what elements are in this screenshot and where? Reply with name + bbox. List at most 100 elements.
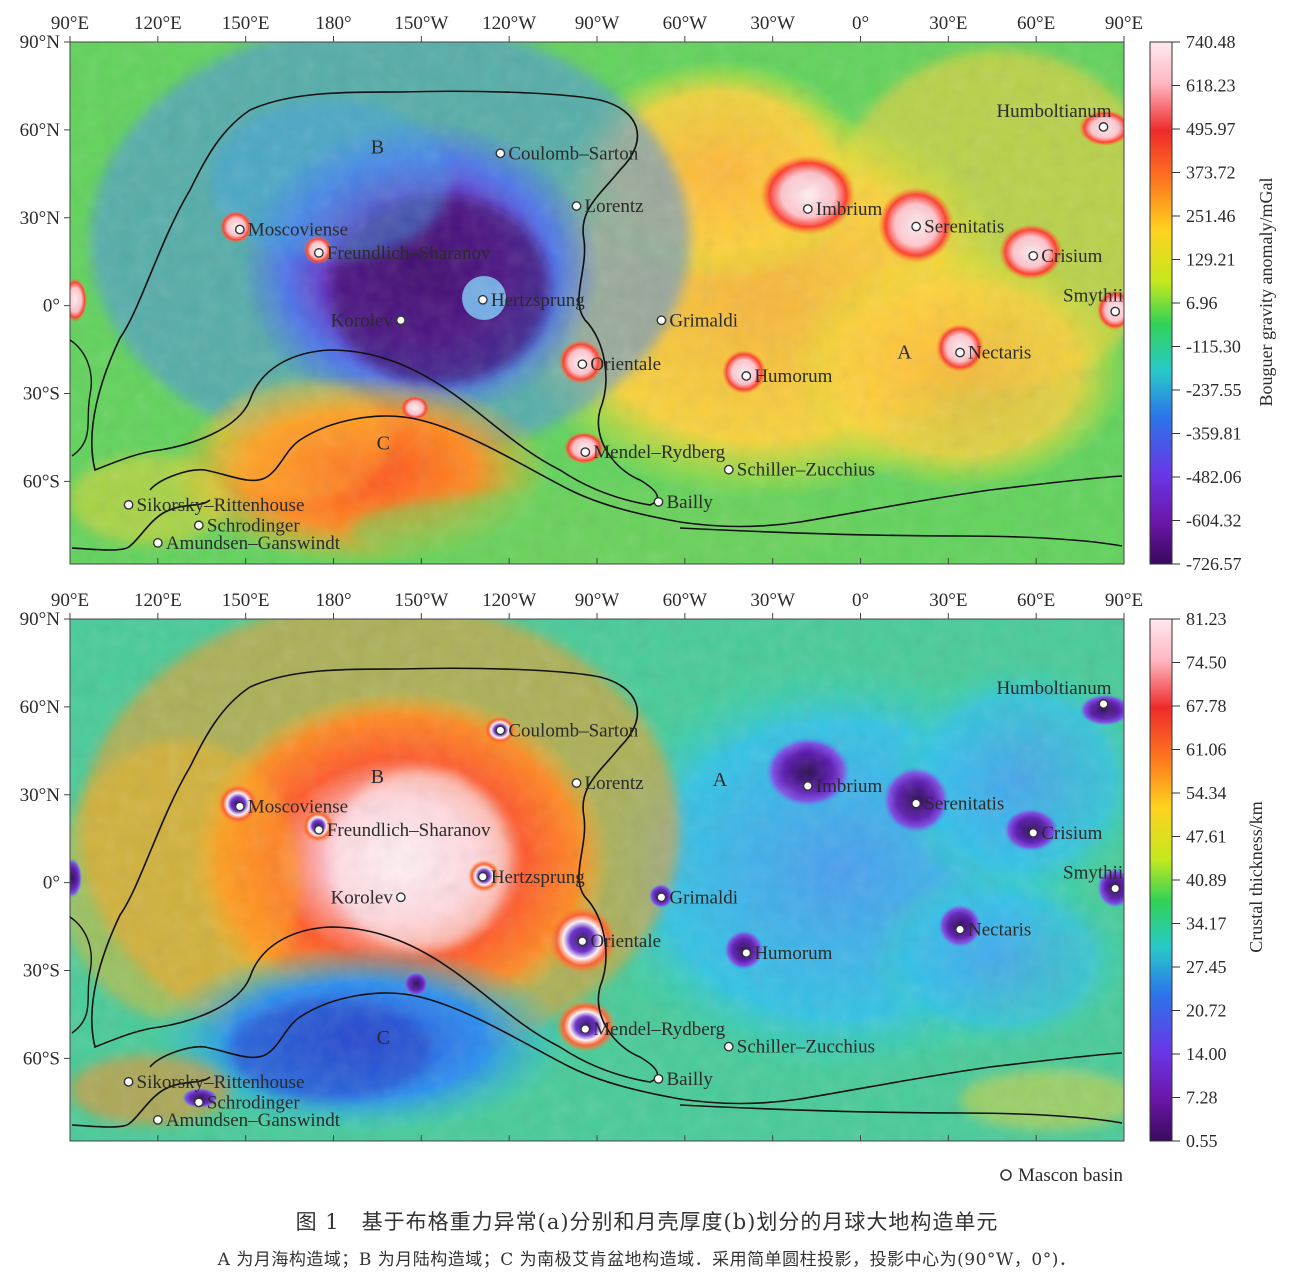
basin-label-imbrium: Imbrium: [816, 199, 883, 220]
lat-tick-label: 30°N: [20, 785, 61, 806]
basin-marker-sikorsky-rittenhouse: [123, 1076, 134, 1087]
lat-tick-label: 0°: [43, 873, 60, 894]
panel-b-boundary-west: [69, 916, 92, 1034]
colorbar-tick-label: 34.17: [1186, 914, 1227, 934]
basin-marker-crisium: [1028, 250, 1039, 261]
lon-tick-label: 150°W: [394, 590, 448, 611]
colorbar-tick-label: -115.30: [1186, 337, 1241, 357]
basin-marker-humboltianum: [1098, 122, 1109, 132]
basin-label-schrodinger: Schrodinger: [207, 1092, 301, 1113]
domain-label-a: A: [897, 342, 912, 364]
lat-tick-label: 60°S: [23, 471, 60, 492]
panel-b-boundary-b: [91, 667, 659, 1083]
lon-tick-label: 150°E: [222, 590, 270, 611]
lon-tick-label: 90°W: [575, 590, 620, 611]
colorbar-tick-label: 67.78: [1186, 696, 1227, 716]
basin-marker-humorum: [741, 371, 752, 381]
domain-label-a: A: [713, 769, 728, 791]
basin-marker-serenitatis: [911, 221, 922, 232]
lon-tick-label: 0°: [852, 13, 869, 34]
lat-tick-label: 90°N: [20, 32, 61, 53]
colorbar-tick-label: 81.23: [1186, 609, 1227, 629]
basin-label-smythii: Smythii: [1063, 862, 1123, 883]
panel-b-colorbar-gradient: [1149, 618, 1173, 1142]
basin-label-humboltianum: Humboltianum: [996, 678, 1111, 699]
colorbar-tick-label: -726.57: [1186, 554, 1242, 574]
panel-b-axis-labels: 90°E 120°E 150°E 180° 150°W 120°W 90°W 60°W 30°W…: [20, 590, 1143, 1069]
basin-label-amundsen-ganswindt: Amundsen–Ganswindt: [166, 533, 341, 554]
colorbar-tick-label: -482.06: [1186, 467, 1242, 487]
basin-marker-orientale: [577, 936, 588, 947]
lon-tick-label: 90°E: [51, 590, 89, 611]
basin-marker-coulomb-sarton: [495, 725, 506, 736]
basin-label-bailly: Bailly: [666, 1069, 713, 1090]
legend: Mascon basin: [1000, 1165, 1124, 1186]
basin-marker-freundlich-sharanov: [313, 825, 324, 835]
panel-b-boundary-c: [149, 992, 1123, 1105]
lon-tick-label: 90°W: [575, 13, 620, 34]
basin-label-nectaris: Nectaris: [968, 920, 1031, 941]
basin-marker-korolev: [395, 315, 406, 326]
basin-label-korolev: Korolev: [331, 887, 394, 908]
colorbar-tick-label: -604.32: [1186, 511, 1242, 531]
panel-b-boundary-south-right: [679, 1104, 1123, 1124]
colorbar-tick-label: 251.46: [1186, 206, 1236, 226]
lon-tick-label: 60°W: [663, 13, 708, 34]
lat-tick-label: 30°N: [20, 208, 61, 229]
basin-marker-imbrium: [802, 781, 813, 791]
colorbar-tick-label: 618.23: [1186, 76, 1236, 96]
basin-label-freundlich-sharanov: Freundlich–Sharanov: [327, 243, 491, 264]
lon-tick-label: 150°E: [222, 13, 270, 34]
basin-label-sikorsky-rittenhouse: Sikorsky–Rittenhouse: [137, 495, 305, 516]
colorbar-tick-label: -237.55: [1186, 380, 1242, 400]
colorbar-tick-label: 129.21: [1186, 250, 1236, 270]
basin-label-bailly: Bailly: [666, 492, 713, 513]
panel-a-boundary-b: [91, 90, 659, 506]
colorbar-tick-label: 495.97: [1186, 119, 1236, 139]
panel-a-raster: [70, 42, 1124, 564]
colorbar-tick-label: 373.72: [1186, 163, 1236, 183]
basin-marker-amundsen-ganswindt: [152, 538, 163, 548]
basin-marker-hertzsprung: [477, 871, 488, 882]
basin-label-smythii: Smythii: [1063, 285, 1123, 306]
panel-a-colorbar-title: Bouguer gravity anomaly/mGal: [1256, 178, 1276, 407]
domain-label-c: C: [377, 432, 390, 454]
colorbar-tick-label: 740.48: [1186, 32, 1236, 52]
panel-b-colorbar-ticks: 81.23 74.50 67.78 61.06 54.34 47.61 40.89 34.17…: [1172, 609, 1227, 1151]
colorbar-tick-label: 74.50: [1186, 653, 1227, 673]
colorbar-tick-label: -359.81: [1186, 424, 1242, 444]
basin-marker-korolev: [395, 892, 406, 903]
basin-marker-moscoviense: [234, 224, 245, 235]
domain-label-b: B: [371, 766, 384, 788]
legend-label: Mascon basin: [1018, 1165, 1124, 1186]
lon-tick-label: 180°: [315, 590, 351, 611]
basin-marker-grimaldi: [656, 892, 667, 903]
basin-marker-schiller-zucchius: [723, 464, 734, 475]
basin-marker-lorentz: [571, 778, 582, 788]
panel-a-boundary-south-right: [679, 527, 1123, 547]
lon-tick-label: 180°: [315, 13, 351, 34]
panel-b-basins: Humboltianum Coulomb–Sarton Lorentz Imbrium…: [123, 678, 1123, 1131]
basin-marker-nectaris: [955, 924, 965, 935]
lon-tick-label: 120°E: [134, 13, 182, 34]
basin-label-humorum: Humorum: [754, 943, 832, 964]
basin-label-orientale: Orientale: [590, 354, 661, 375]
panel-a-colorbar-ticks: 740.48 618.23 495.97 373.72 251.46 129.21 6.96…: [1172, 32, 1242, 574]
panel-b-ticks: [64, 613, 1125, 1141]
basin-label-sikorsky-rittenhouse: Sikorsky–Rittenhouse: [137, 1072, 305, 1093]
basin-label-grimaldi: Grimaldi: [669, 887, 738, 908]
basin-label-nectaris: Nectaris: [968, 343, 1031, 364]
colorbar-tick-label: 40.89: [1186, 870, 1227, 890]
colorbar-tick-label: 6.96: [1186, 293, 1218, 313]
basin-label-crisium: Crisium: [1041, 246, 1102, 267]
basin-label-imbrium: Imbrium: [816, 776, 883, 797]
lon-tick-label: 60°W: [663, 590, 708, 611]
basin-label-lorentz: Lorentz: [585, 773, 644, 794]
colorbar-tick-label: 7.28: [1186, 1088, 1218, 1108]
basin-label-mendel-rydberg: Mendel–Rydberg: [593, 442, 725, 463]
lat-tick-label: 30°S: [23, 384, 60, 405]
lon-tick-label: 0°: [852, 590, 869, 611]
basin-label-humorum: Humorum: [754, 366, 832, 387]
basin-marker-serenitatis: [911, 798, 922, 809]
